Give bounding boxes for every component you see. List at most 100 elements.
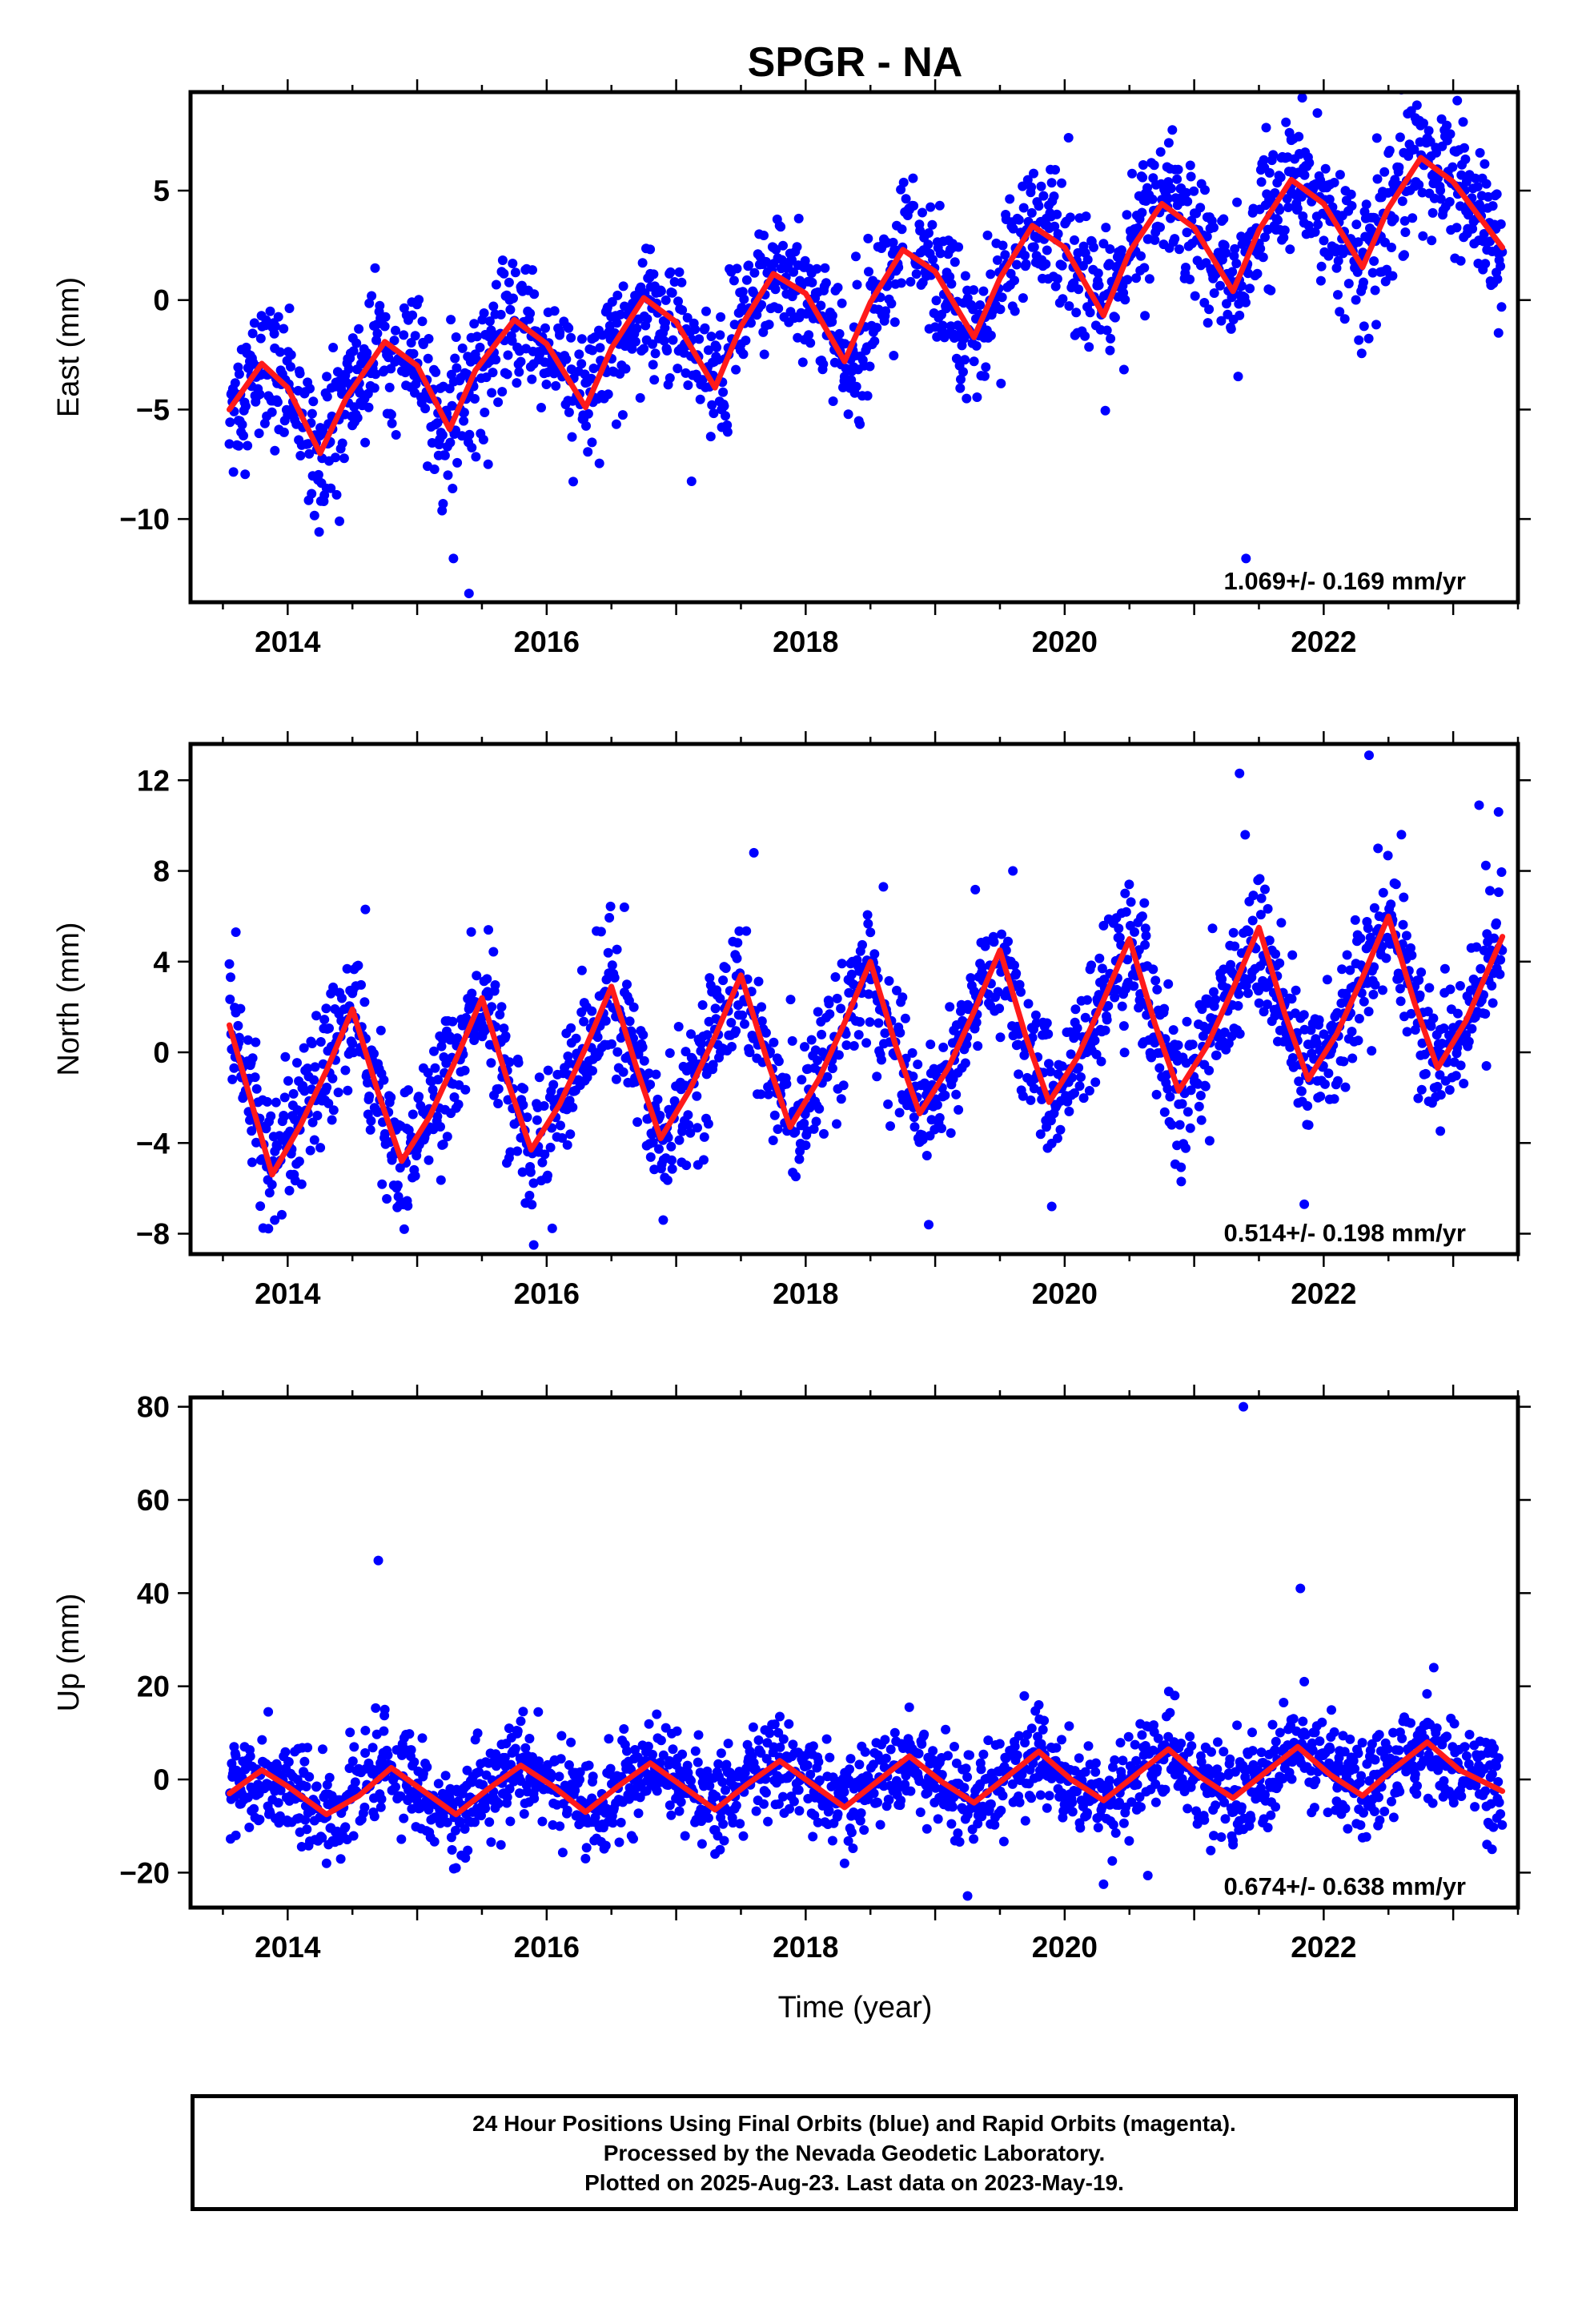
data-point [1055,1124,1066,1135]
data-point [379,321,390,332]
data-point [350,1777,360,1787]
data-point [493,397,504,408]
data-point [814,1104,825,1114]
data-point [1011,259,1022,270]
data-point [404,1729,415,1739]
data-point [627,344,637,354]
data-point [251,1137,261,1148]
data-point [292,1058,302,1068]
data-point [908,1072,918,1082]
data-point [1036,181,1046,191]
data-point [712,342,722,352]
data-point [986,1799,996,1809]
data-point [954,1837,965,1847]
data-point [1219,964,1229,975]
data-point [1026,1723,1037,1734]
data-point [422,1762,432,1772]
data-point [807,277,817,287]
data-point [848,1844,858,1853]
data-point [587,437,597,448]
data-point [674,1806,685,1816]
data-point [661,295,671,305]
data-point [1342,950,1352,960]
data-point [854,1759,865,1770]
data-point [1093,268,1103,279]
data-point [499,268,509,279]
data-point [1435,1126,1446,1136]
data-point [364,298,375,308]
data-point [812,263,822,274]
data-point [410,1171,420,1181]
y-tick-label: 0 [153,1036,170,1069]
data-point [686,1029,696,1039]
data-point [892,1775,901,1786]
data-point [814,1775,825,1785]
data-point [576,359,587,369]
data-point [420,404,431,414]
data-point [1394,163,1404,172]
data-point [1378,985,1387,995]
data-point [379,1128,390,1139]
data-point [946,1819,957,1829]
data-point [579,1016,589,1027]
data-point [605,901,616,911]
data-point [1070,1004,1081,1015]
data-point [970,884,981,895]
data-point [1419,119,1428,128]
data-point [1459,1079,1469,1088]
data-point [1034,201,1044,211]
data-point [846,1827,857,1838]
data-point [862,391,873,401]
data-point [448,1016,458,1027]
data-point [1456,255,1466,266]
data-point [517,1167,528,1177]
data-point [1435,1070,1445,1080]
data-point [705,432,716,442]
data-point [828,396,838,406]
data-point [764,320,774,330]
x-tick-label: 2022 [1291,625,1356,658]
data-point [721,1785,730,1795]
data-point [931,296,942,306]
data-point [1093,1823,1103,1833]
data-point [1232,197,1243,207]
data-point [839,1787,849,1797]
data-point [275,1785,286,1795]
data-point [1067,1072,1078,1083]
data-point [788,1739,798,1750]
data-point [527,1200,537,1210]
data-point [333,1088,343,1098]
data-point [873,1797,882,1807]
data-point [972,392,982,402]
data-point [1369,962,1379,972]
data-point [1475,147,1485,158]
data-point [1262,999,1272,1010]
data-point [1427,207,1438,218]
data-point [1050,221,1060,231]
data-point [790,1127,801,1137]
data-point [976,1764,986,1775]
data-point [1014,1069,1024,1080]
data-point [1355,933,1366,943]
data-point [1150,975,1161,986]
data-point [369,1048,379,1059]
data-point [243,1792,253,1803]
data-point [1081,211,1091,222]
data-point [816,300,826,311]
data-point [594,458,604,468]
data-point [998,1791,1008,1801]
data-point [264,1188,275,1198]
data-point [524,1190,535,1200]
data-point [225,994,235,1004]
data-point [347,988,358,999]
data-point [1320,1079,1330,1089]
data-point [1322,975,1332,985]
data-point [928,1746,938,1756]
data-point [1320,163,1331,174]
data-point [360,1748,371,1758]
data-point [686,1775,696,1786]
data-point [1042,1018,1052,1028]
data-point [1276,918,1287,928]
data-point [741,336,751,346]
